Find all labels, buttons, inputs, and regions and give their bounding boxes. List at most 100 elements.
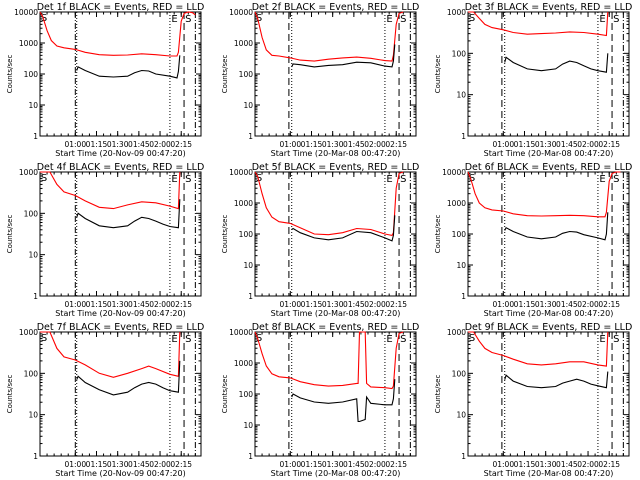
e-marker-label: E — [599, 174, 605, 185]
y-tick-label: 1 — [248, 132, 253, 141]
s-marker-label: S — [613, 174, 619, 185]
x-tick-label: 01:15 — [86, 300, 108, 309]
x-tick-label: 01:00 — [64, 300, 86, 309]
y-tick-label: 10 — [28, 251, 38, 260]
plot-frame — [467, 171, 630, 297]
series-line-lld — [254, 11, 404, 62]
x-tick-label: 01:30 — [322, 460, 344, 469]
y-axis-label: Counts/sec — [434, 375, 442, 414]
x-tick-label: 01:30 — [535, 300, 557, 309]
y-axis-label: Counts/sec — [6, 55, 14, 94]
x-axis-label: Start Time (20-Mar-08 00:47:20) — [484, 149, 614, 158]
plot-frame — [39, 11, 202, 137]
y-axis-label: Counts/sec — [6, 215, 14, 254]
x-axis-label: Start Time (20-Nov-09 00:47:20) — [55, 149, 185, 158]
x-tick-label: 02:15 — [170, 460, 192, 469]
y-tick-label: 1000 — [234, 199, 253, 208]
x-tick-label: 01:15 — [301, 460, 323, 469]
plot-title: Det 9f BLACK = Events, RED = LLD — [465, 322, 633, 333]
plot-title: Det 3f BLACK = Events, RED = LLD — [465, 2, 633, 13]
plot-title: Det 1f BLACK = Events, RED = LLD — [37, 2, 205, 13]
x-tick-label: 02:00 — [149, 300, 171, 309]
x-tick-label: 02:15 — [170, 300, 192, 309]
x-tick-label: 02:00 — [364, 460, 386, 469]
s-marker-label: S — [185, 334, 191, 345]
x-tick-label: 01:45 — [556, 460, 578, 469]
y-tick-label: 1000 — [19, 39, 38, 48]
series-line-events — [76, 199, 181, 229]
x-tick-label: 02:15 — [170, 140, 192, 149]
start-marker-label: S — [41, 13, 47, 24]
x-tick-label: 01:30 — [322, 140, 344, 149]
series-line-events — [291, 44, 396, 68]
x-axis-label: Start Time (20-Mar-08 00:47:20) — [271, 149, 401, 158]
x-tick-label: 01:45 — [343, 140, 365, 149]
plot-title: Det 4f BLACK = Events, RED = LLD — [37, 162, 205, 173]
series-line-lld — [468, 331, 609, 367]
x-tick-label: 02:15 — [385, 140, 407, 149]
y-tick-label: 10 — [28, 101, 38, 110]
plot-title: Det 5f BLACK = Events, RED = LLD — [252, 162, 420, 173]
plot-panel-8: Det 8f BLACK = Events, RED = LLD 1 10 100 10… — [221, 322, 419, 478]
series-line-lld — [40, 331, 181, 378]
plot-frame — [467, 11, 630, 137]
series-line-lld — [39, 11, 196, 57]
e-marker-label: E — [599, 334, 605, 345]
plot-panel-4: Det 4f BLACK = Events, RED = LLD 1 10 100 10… — [6, 162, 204, 318]
plot-frame — [254, 11, 417, 137]
series-line-events — [504, 212, 609, 241]
x-tick-label: 02:15 — [598, 460, 620, 469]
x-tick-label: 01:30 — [107, 300, 129, 309]
x-tick-label: 02:00 — [149, 140, 171, 149]
x-tick-label: 01:15 — [301, 300, 323, 309]
x-axis-label: Start Time (20-Nov-09 00:47:20) — [55, 309, 185, 318]
series-line-events — [504, 371, 609, 389]
y-tick-label: 100 — [239, 70, 254, 79]
series-line-lld — [254, 171, 404, 237]
x-tick-label: 01:00 — [64, 140, 86, 149]
x-tick-label: 01:45 — [343, 460, 365, 469]
e-marker-label: E — [171, 334, 177, 345]
y-tick-label: 1 — [461, 292, 466, 301]
x-tick-label: 01:00 — [492, 300, 514, 309]
series-line-lld — [468, 11, 609, 37]
x-tick-label: 01:00 — [279, 460, 301, 469]
x-tick-label: 01:00 — [279, 140, 301, 149]
x-tick-label: 02:00 — [577, 460, 599, 469]
x-tick-label: 01:45 — [128, 300, 150, 309]
plot-panel-7: Det 7f BLACK = Events, RED = LLD 1 10 100 10… — [6, 322, 204, 478]
x-tick-label: 01:45 — [556, 300, 578, 309]
y-tick-label: 1000 — [447, 199, 466, 208]
y-tick-label: 1000 — [19, 328, 38, 337]
x-tick-label: 01:45 — [128, 140, 150, 149]
series-line-events — [504, 53, 609, 73]
y-tick-label: 10 — [243, 261, 253, 270]
e-marker-label: E — [599, 14, 605, 25]
s-marker-label: S — [400, 334, 406, 345]
y-axis-label: Counts/sec — [6, 375, 14, 414]
y-tick-label: 10000 — [229, 328, 253, 337]
y-axis-label: Counts/sec — [221, 215, 229, 254]
series-line-lld — [467, 171, 621, 218]
start-marker-label: S — [41, 333, 47, 344]
plot-panel-6: Det 6f BLACK = Events, RED = LLD 1 10 100 10… — [434, 162, 632, 318]
y-tick-label: 1000 — [447, 328, 466, 337]
y-tick-label: 10 — [28, 411, 38, 420]
y-tick-label: 10 — [456, 91, 466, 100]
plot-frame — [39, 331, 202, 457]
x-tick-label: 02:15 — [385, 300, 407, 309]
y-tick-label: 1 — [33, 132, 38, 141]
x-tick-label: 01:00 — [492, 460, 514, 469]
x-axis-label: Start Time (20-Mar-08 00:47:20) — [484, 469, 614, 478]
x-tick-label: 01:45 — [128, 460, 150, 469]
start-marker-label: S — [41, 173, 47, 184]
y-tick-label: 1 — [248, 452, 253, 461]
x-tick-label: 01:15 — [86, 460, 108, 469]
y-tick-label: 100 — [452, 369, 467, 378]
plot-title: Det 7f BLACK = Events, RED = LLD — [37, 322, 205, 333]
y-axis-label: Counts/sec — [221, 55, 229, 94]
x-tick-label: 02:00 — [577, 300, 599, 309]
plot-title: Det 2f BLACK = Events, RED = LLD — [252, 2, 420, 13]
x-tick-label: 01:15 — [86, 140, 108, 149]
y-tick-label: 1 — [461, 452, 466, 461]
